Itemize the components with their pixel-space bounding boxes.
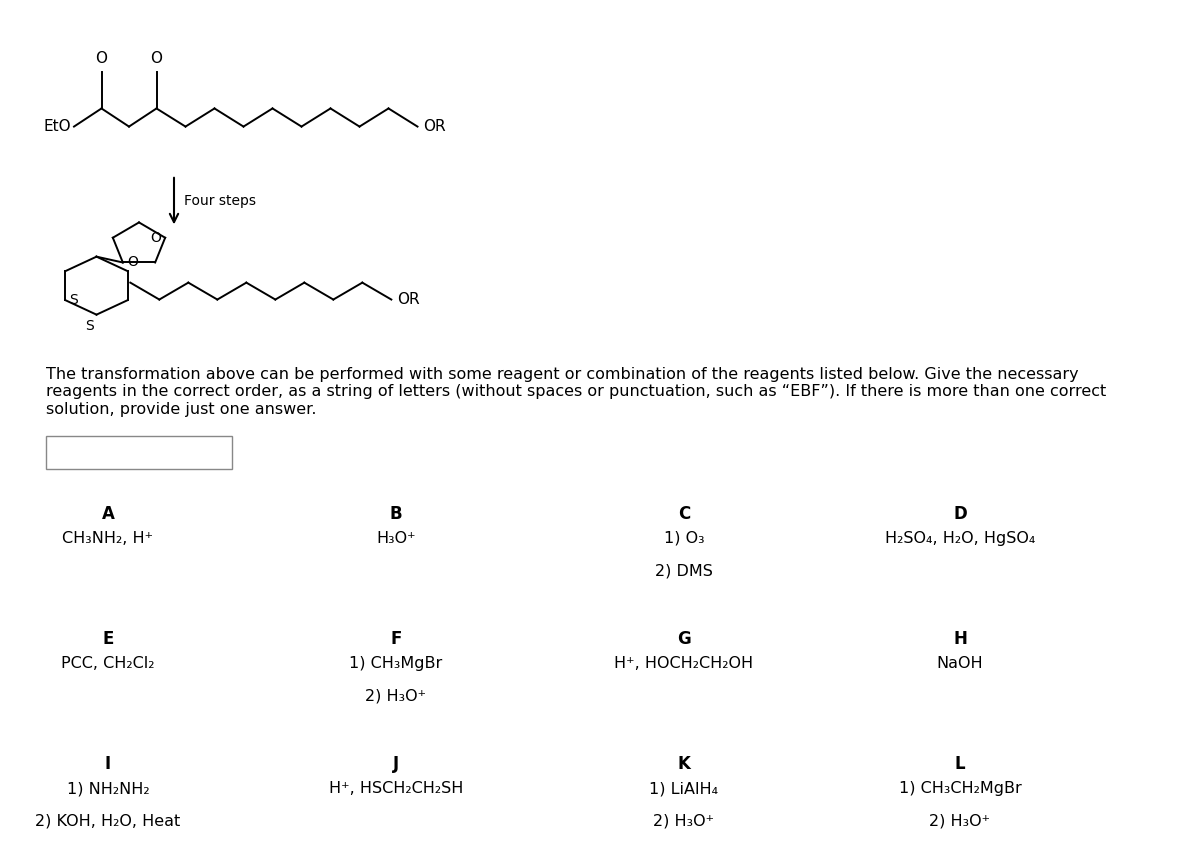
Text: O: O	[96, 51, 108, 66]
Text: The transformation above can be performed with some reagent or combination of th: The transformation above can be performe…	[46, 367, 1106, 417]
Text: 1) O₃: 1) O₃	[664, 531, 704, 545]
Text: S: S	[70, 293, 78, 307]
Text: 2) H₃O⁺: 2) H₃O⁺	[930, 814, 990, 828]
Text: 1) CH₃MgBr: 1) CH₃MgBr	[349, 656, 443, 671]
Text: 2) KOH, H₂O, Heat: 2) KOH, H₂O, Heat	[35, 814, 181, 828]
Text: O: O	[150, 230, 161, 245]
Text: H⁺, HOCH₂CH₂OH: H⁺, HOCH₂CH₂OH	[614, 656, 754, 671]
Text: F: F	[390, 630, 402, 648]
Text: B: B	[390, 505, 402, 523]
Text: G: G	[677, 630, 691, 648]
Text: OR: OR	[397, 292, 420, 307]
Text: H⁺, HSCH₂CH₂SH: H⁺, HSCH₂CH₂SH	[329, 781, 463, 796]
Text: 1) NH₂NH₂: 1) NH₂NH₂	[67, 781, 149, 796]
Text: A: A	[102, 505, 114, 523]
Text: Four steps: Four steps	[184, 194, 256, 208]
Text: EtO: EtO	[44, 119, 72, 134]
Text: OR: OR	[424, 119, 446, 134]
Text: L: L	[955, 755, 965, 773]
Text: H₂SO₄, H₂O, HgSO₄: H₂SO₄, H₂O, HgSO₄	[884, 531, 1036, 545]
Text: J: J	[392, 755, 400, 773]
Text: D: D	[953, 505, 967, 523]
Text: 1) LiAlH₄: 1) LiAlH₄	[649, 781, 719, 796]
Text: O: O	[150, 51, 162, 66]
Text: C: C	[678, 505, 690, 523]
Text: I: I	[104, 755, 112, 773]
Text: NaOH: NaOH	[937, 656, 983, 671]
Text: K: K	[678, 755, 690, 773]
Text: S: S	[85, 318, 94, 332]
Text: H: H	[953, 630, 967, 648]
Text: 2) H₃O⁺: 2) H₃O⁺	[654, 814, 714, 828]
Bar	[46, 436, 232, 469]
Text: 1) CH₃CH₂MgBr: 1) CH₃CH₂MgBr	[899, 781, 1021, 796]
Text: 2) DMS: 2) DMS	[655, 564, 713, 578]
Text: O: O	[127, 255, 138, 269]
Text: E: E	[102, 630, 114, 648]
Text: CH₃NH₂, H⁺: CH₃NH₂, H⁺	[62, 531, 154, 545]
Text: H₃O⁺: H₃O⁺	[376, 531, 416, 545]
Text: 2) H₃O⁺: 2) H₃O⁺	[366, 689, 426, 703]
Text: PCC, CH₂Cl₂: PCC, CH₂Cl₂	[61, 656, 155, 671]
